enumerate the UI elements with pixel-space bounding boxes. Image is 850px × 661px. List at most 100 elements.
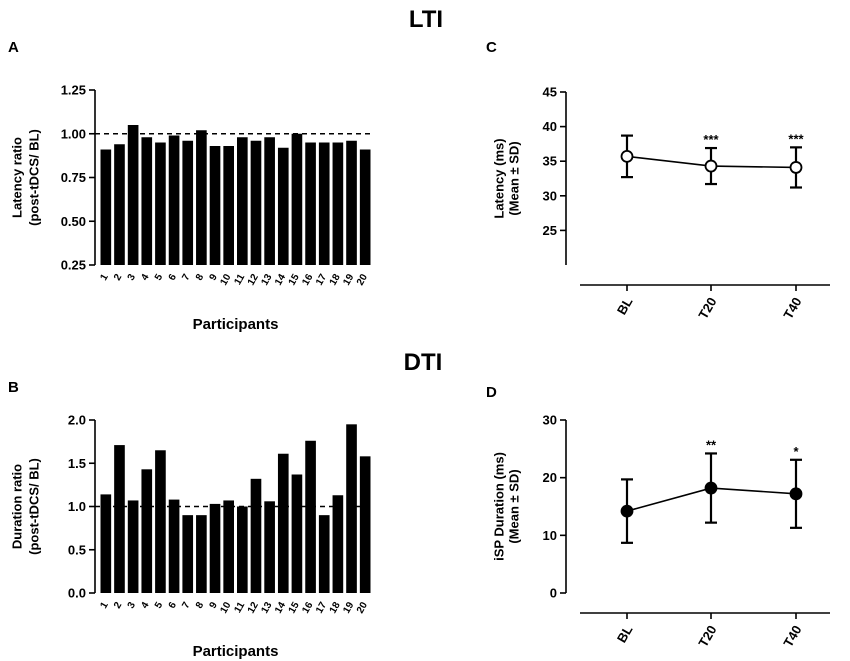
bar (168, 135, 180, 265)
bar (100, 149, 112, 265)
x-tick-label: 15 (287, 600, 302, 616)
bar (250, 478, 262, 593)
section-title-dti: DTI (404, 349, 443, 376)
significance-marker: *** (788, 131, 804, 146)
bar (127, 125, 139, 265)
bar (223, 146, 234, 265)
bar (318, 515, 330, 593)
y-tick-label: 45 (543, 85, 557, 100)
x-tick-label: 11 (232, 600, 247, 615)
significance-marker: * (793, 444, 799, 459)
x-tick-label: 14 (273, 272, 288, 288)
section-title-lti: LTI (409, 6, 443, 33)
bar (182, 140, 194, 265)
y-tick-label: 0.50 (61, 214, 86, 229)
x-tick-label: 7 (180, 600, 193, 611)
x-tick-label: 7 (180, 272, 193, 283)
data-point (620, 149, 634, 163)
y-tick-label: 2.0 (68, 413, 86, 428)
x-tick-label: 2 (112, 272, 125, 283)
bar (114, 144, 125, 265)
bar (277, 147, 289, 265)
y-tick-label: 0 (550, 586, 557, 601)
significance-marker: ** (706, 437, 717, 452)
y-tick-label: 0.5 (68, 542, 86, 557)
x-tick-label: T40 (780, 623, 804, 650)
x-tick-label: 9 (208, 600, 221, 611)
bar (114, 445, 125, 593)
y-tick-label: 30 (543, 413, 557, 428)
x-tick-label: 15 (287, 272, 302, 288)
x-tick-label: 4 (139, 272, 152, 283)
bar (250, 140, 262, 265)
panel-label: D (486, 384, 497, 401)
x-tick-label: 17 (314, 600, 329, 616)
panel-c: C Latency (ms) (Mean ± SD) 25 30 35 40 45 BL T20 T… (486, 39, 830, 322)
bar (318, 142, 330, 265)
x-tick-label: 20 (355, 272, 370, 288)
x-tick-label: 18 (328, 600, 343, 616)
bar (332, 495, 344, 593)
bar (196, 130, 207, 265)
y-tick-label: 10 (543, 528, 557, 543)
y-axis-label: iSP Duration (ms) (491, 452, 506, 561)
y-tick-label: 25 (543, 223, 557, 238)
x-axis-label: Participants (193, 643, 279, 660)
bar (100, 494, 112, 593)
x-tick-label: 9 (208, 272, 221, 283)
x-tick-label: BL (614, 295, 636, 318)
y-axis-label-units: (post-tDCS/ BL) (26, 129, 41, 226)
y-tick-label: 1.25 (61, 83, 86, 98)
y-axis-label: Latency ratio (9, 137, 24, 218)
y-axis-label-units: (Mean ± SD) (506, 141, 521, 215)
bar (209, 146, 221, 265)
x-tick-label: 12 (246, 600, 261, 616)
y-tick-label: 1.00 (61, 126, 86, 141)
x-tick-label: 6 (167, 600, 180, 611)
bar (127, 500, 139, 593)
bar (155, 450, 166, 593)
x-tick-label: 5 (153, 600, 166, 611)
bar (264, 501, 275, 593)
x-tick-label: 16 (300, 272, 315, 288)
bar (223, 500, 234, 593)
data-point (620, 504, 634, 518)
panel-label: B (8, 379, 19, 396)
x-tick-label: 3 (126, 600, 139, 611)
bar (182, 515, 194, 593)
x-tick-label: 19 (341, 272, 356, 288)
bar (168, 499, 180, 593)
x-tick-label: 3 (126, 272, 139, 283)
x-tick-label: 5 (153, 272, 166, 283)
bar (264, 137, 275, 265)
bar (209, 503, 221, 593)
data-point (789, 487, 803, 501)
x-tick-label: 8 (194, 272, 207, 283)
x-tick-label: 10 (218, 600, 233, 616)
x-tick-label: 17 (314, 272, 329, 288)
x-tick-label: 19 (341, 600, 356, 616)
x-tick-label: 1 (98, 600, 111, 611)
bar (141, 469, 153, 593)
bar (237, 137, 248, 265)
x-tick-label: 20 (355, 600, 370, 616)
y-tick-label: 0.0 (68, 586, 86, 601)
x-tick-label: 2 (112, 600, 125, 611)
x-axis-label: Participants (193, 316, 279, 333)
x-tick-label: 13 (259, 272, 274, 288)
bar (346, 424, 357, 593)
bar (359, 456, 371, 593)
bar (237, 506, 248, 593)
x-tick-label: 12 (246, 272, 261, 288)
panel-label: C (486, 39, 497, 56)
y-tick-label: 0.75 (61, 170, 86, 185)
bar (277, 453, 289, 593)
bar (305, 440, 316, 593)
panel-label: A (8, 39, 19, 56)
y-tick-label: 40 (543, 119, 557, 134)
bar (332, 142, 344, 265)
x-tick-label: T40 (780, 295, 804, 322)
panel-a: A Latency ratio (post-tDCS/ BL) 0.25 0.50 0.7… (8, 39, 372, 333)
